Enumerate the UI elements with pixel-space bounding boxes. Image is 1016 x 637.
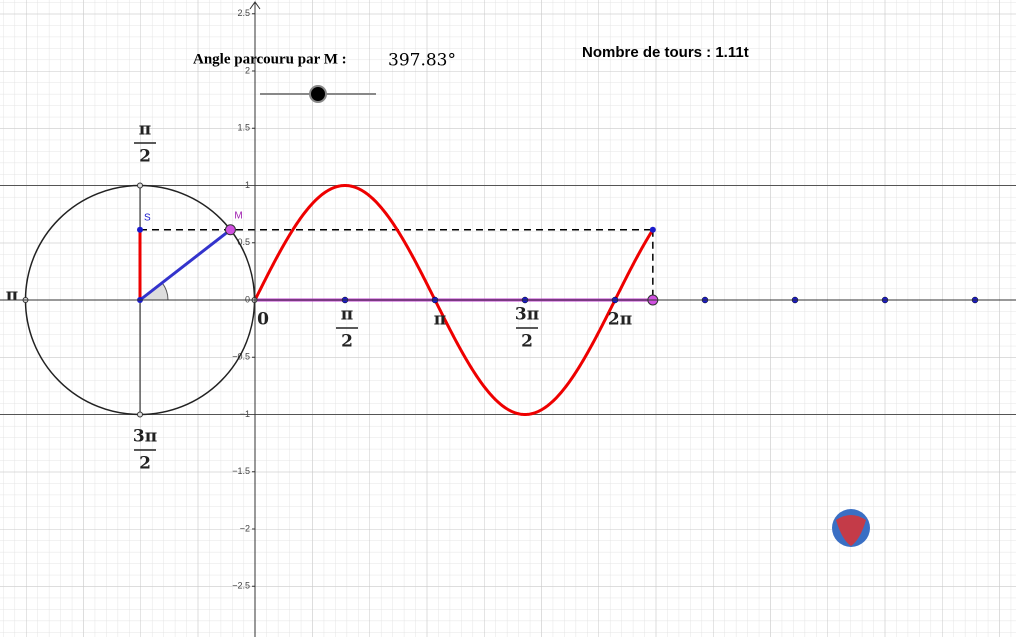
angle-label: Angle parcouru par M : [193,51,347,67]
y-axis-arrow [249,1,261,10]
circle-top-label-den: 2 [139,147,151,167]
circle-bottom-label-num: 3π [133,427,157,447]
curve-end [649,226,656,233]
turns-label: Nombre de tours : 1.11t [582,44,749,61]
x-label-den: 2 [341,332,353,352]
x-label: 2π [608,310,632,330]
point-s [137,226,143,233]
y-tick-label: 0.5 [237,237,250,247]
y-tick-label: −2 [240,523,250,533]
y-tick-label: −1.5 [232,466,250,476]
radius [139,228,232,302]
sine-curve [253,183,655,417]
x-label-num: π [341,305,353,325]
y-tick-label: −2.5 [232,581,250,591]
circle-top-label-num: π [139,120,151,140]
y-tick-label: 2 [245,65,250,75]
x-label: π [434,310,446,330]
circle-bottom-label-den: 2 [139,454,151,474]
point-m-label: M [234,210,242,221]
angle-value: 397.83° [388,51,456,71]
circle-point [137,411,143,418]
x-label-den: 2 [521,332,533,352]
point-s-label: S [144,212,151,223]
y-tick-label: −1 [240,409,250,419]
y-tick-label: 0 [245,294,250,304]
circle-point [137,182,143,189]
point-m [224,224,236,236]
circle-left-label: π [6,286,18,306]
y-tick-label: −0.5 [232,352,250,362]
y-tick-label: 1.5 [237,123,250,133]
x-label: 0 [257,310,269,330]
y-tick-label: 2.5 [237,8,250,18]
slider-knob[interactable] [309,85,327,103]
x-label-num: 3π [515,305,539,325]
logo [832,509,870,547]
y-tick-label: 1 [245,180,250,190]
